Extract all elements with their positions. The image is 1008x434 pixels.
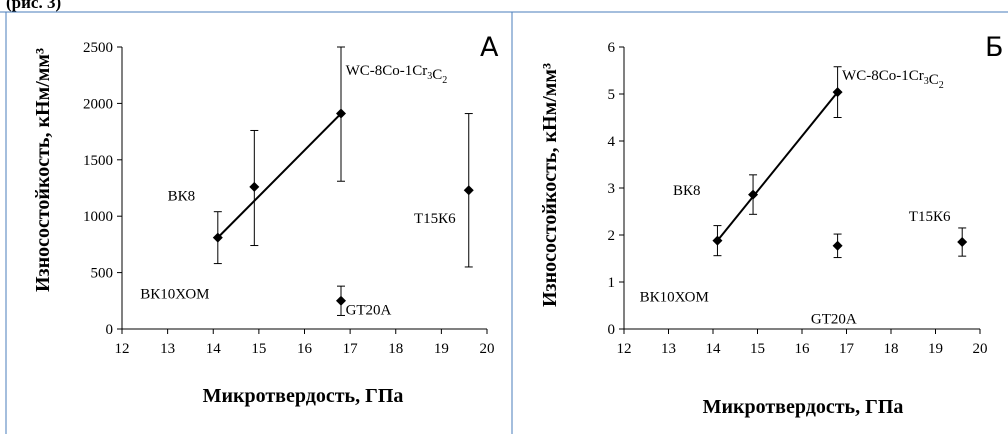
- data-point-a: [249, 181, 260, 192]
- y-tick-label-b: 4: [608, 134, 616, 150]
- y-tick-label-a: 500: [91, 266, 114, 282]
- x-tick-label-a: 17: [343, 341, 359, 357]
- x-tick-label-b: 17: [839, 341, 855, 357]
- data-point-b: [957, 237, 968, 248]
- data-point-b: [832, 240, 843, 251]
- point-label-b: ВК10ХОМ: [640, 290, 709, 306]
- point-label-b: ВК8: [673, 183, 701, 199]
- x-tick-label-a: 14: [206, 341, 222, 357]
- data-point-a: [212, 232, 223, 243]
- data-point-b: [748, 189, 759, 200]
- y-tick-label-a: 1000: [83, 209, 113, 225]
- x-tick-label-a: 15: [251, 341, 266, 357]
- point-label-b: Т15К6: [909, 209, 951, 225]
- trend-line-a: [217, 112, 342, 239]
- y-axis-title-a: Износостойкость, кНм/мм³: [32, 48, 54, 292]
- data-point-a: [336, 295, 346, 306]
- x-tick-label-b: 15: [750, 341, 765, 357]
- x-tick-label-b: 16: [795, 341, 811, 357]
- panel-letter-a: А: [480, 32, 499, 63]
- y-tick-label-b: 0: [608, 322, 616, 338]
- y-tick-label-a: 1500: [83, 153, 113, 169]
- point-label-a: ВК8: [168, 188, 196, 204]
- y-tick-label-b: 6: [608, 40, 616, 56]
- chart-panel-a: А Износостойкость, кНм/мм³ Микротвердост…: [32, 32, 499, 407]
- y-tick-label-b: 3: [608, 181, 616, 197]
- x-tick-label-a: 20: [480, 341, 495, 357]
- panel-frames: [0, 11, 1008, 434]
- x-tick-label-a: 19: [434, 341, 449, 357]
- y-tick-label-a: 2000: [83, 96, 113, 112]
- x-axis-title-b: Микротвердость, ГПа: [703, 396, 904, 418]
- point-label-a: WC-8Co-1Cr3C2: [346, 63, 448, 86]
- y-tick-label-a: 0: [106, 322, 114, 338]
- data-point-b: [832, 87, 843, 98]
- trend-line-b: [716, 91, 839, 242]
- y-tick-label-a: 2500: [83, 40, 113, 56]
- x-tick-label-a: 18: [388, 341, 403, 357]
- x-tick-label-b: 19: [928, 341, 943, 357]
- x-tick-label-b: 13: [661, 341, 676, 357]
- panel-letter-b: Б: [985, 32, 1004, 63]
- plot-area-a: 0 500 1000 1500 2000 2500 12 13 14 15 16 17 18 19 20 WC…: [83, 40, 495, 357]
- data-point-a: [336, 108, 346, 119]
- x-tick-label-b: 14: [706, 341, 722, 357]
- y-tick-label-b: 1: [608, 275, 616, 291]
- point-label-a: Т15К6: [414, 211, 456, 227]
- x-tick-label-a: 16: [297, 341, 313, 357]
- point-label-a: ВК10ХОМ: [140, 287, 209, 303]
- y-axis-title-b: Износостойкость, кНм/мм³: [539, 63, 561, 307]
- x-axis-title-a: Микротвердость, ГПа: [203, 385, 404, 407]
- y-tick-label-b: 2: [608, 228, 616, 244]
- point-label-b: WC-8Co-1Cr3C2: [842, 68, 944, 91]
- x-tick-label-b: 12: [617, 341, 632, 357]
- chart-panel-b: Б Износостойкость, кНм/мм³ Микротвердост…: [539, 32, 1004, 418]
- point-label-a: GT20A: [346, 302, 392, 318]
- x-tick-label-b: 20: [973, 341, 988, 357]
- y-tick-label-b: 5: [608, 87, 616, 103]
- header-fragment: (рис. 3): [6, 0, 61, 12]
- data-point-a: [463, 185, 474, 196]
- x-tick-label-b: 18: [884, 341, 899, 357]
- data-point-b: [712, 235, 723, 246]
- x-tick-label-a: 13: [160, 341, 175, 357]
- x-tick-label-a: 12: [115, 341, 130, 357]
- point-label-b: GT20A: [811, 311, 857, 327]
